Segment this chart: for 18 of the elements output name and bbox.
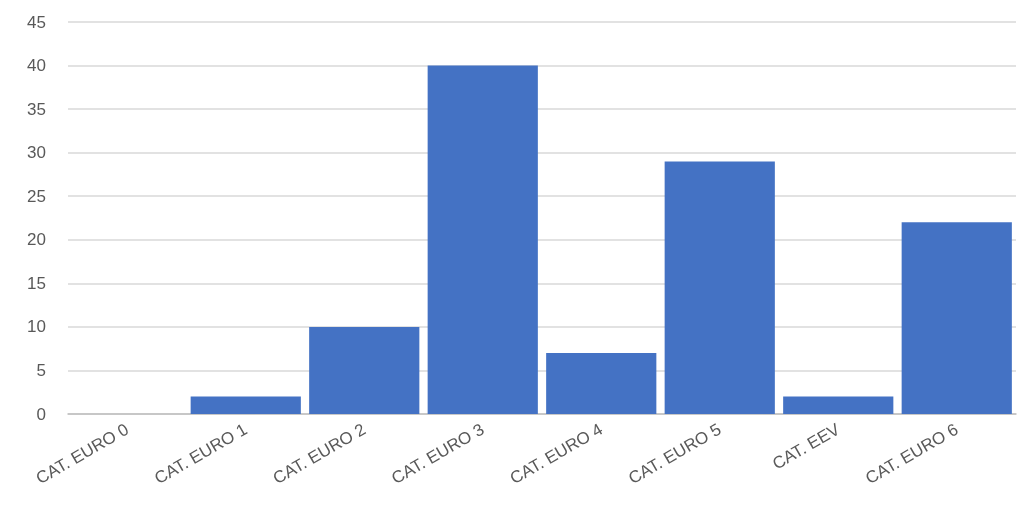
- y-tick-label: 35: [27, 99, 46, 119]
- y-tick-label: 15: [27, 273, 46, 293]
- bar: [190, 396, 301, 414]
- bar: [901, 222, 1012, 414]
- y-tick-label: 10: [27, 317, 46, 337]
- y-tick-label: 20: [27, 230, 46, 250]
- bar: [783, 396, 894, 414]
- y-tick-label: 0: [36, 404, 46, 424]
- bar: [427, 65, 538, 414]
- bar: [664, 161, 775, 414]
- y-tick-label: 45: [27, 12, 46, 32]
- bar: [309, 326, 420, 414]
- x-tick-label: CAT. EEV: [769, 419, 844, 474]
- bar: [546, 353, 657, 414]
- y-tick-label: 30: [27, 143, 46, 163]
- y-tick-label: 5: [36, 360, 46, 380]
- y-tick-label: 25: [27, 186, 46, 206]
- y-tick-label: 40: [27, 56, 46, 76]
